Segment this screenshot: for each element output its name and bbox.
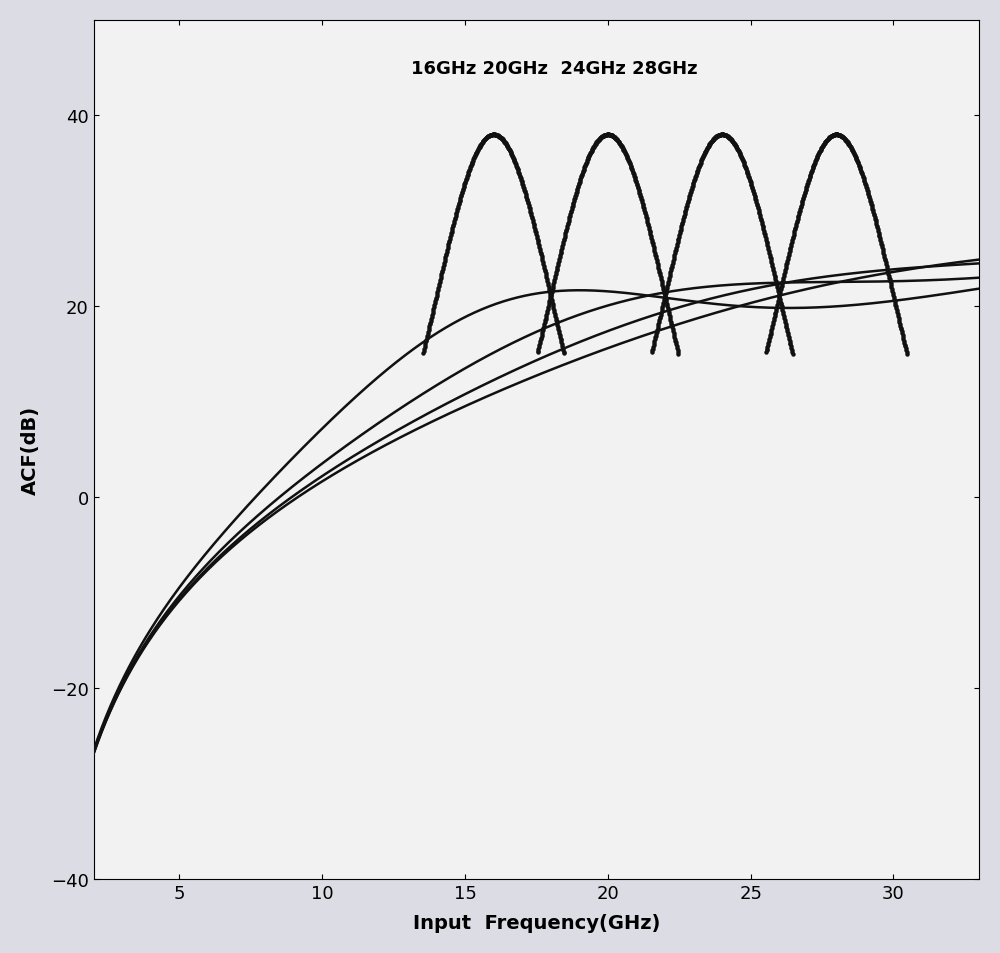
Y-axis label: ACF(dB): ACF(dB) [21, 406, 40, 495]
Text: 16GHz 20GHz  24GHz 28GHz: 16GHz 20GHz 24GHz 28GHz [411, 59, 697, 77]
X-axis label: Input  Frequency(GHz): Input Frequency(GHz) [413, 913, 660, 932]
